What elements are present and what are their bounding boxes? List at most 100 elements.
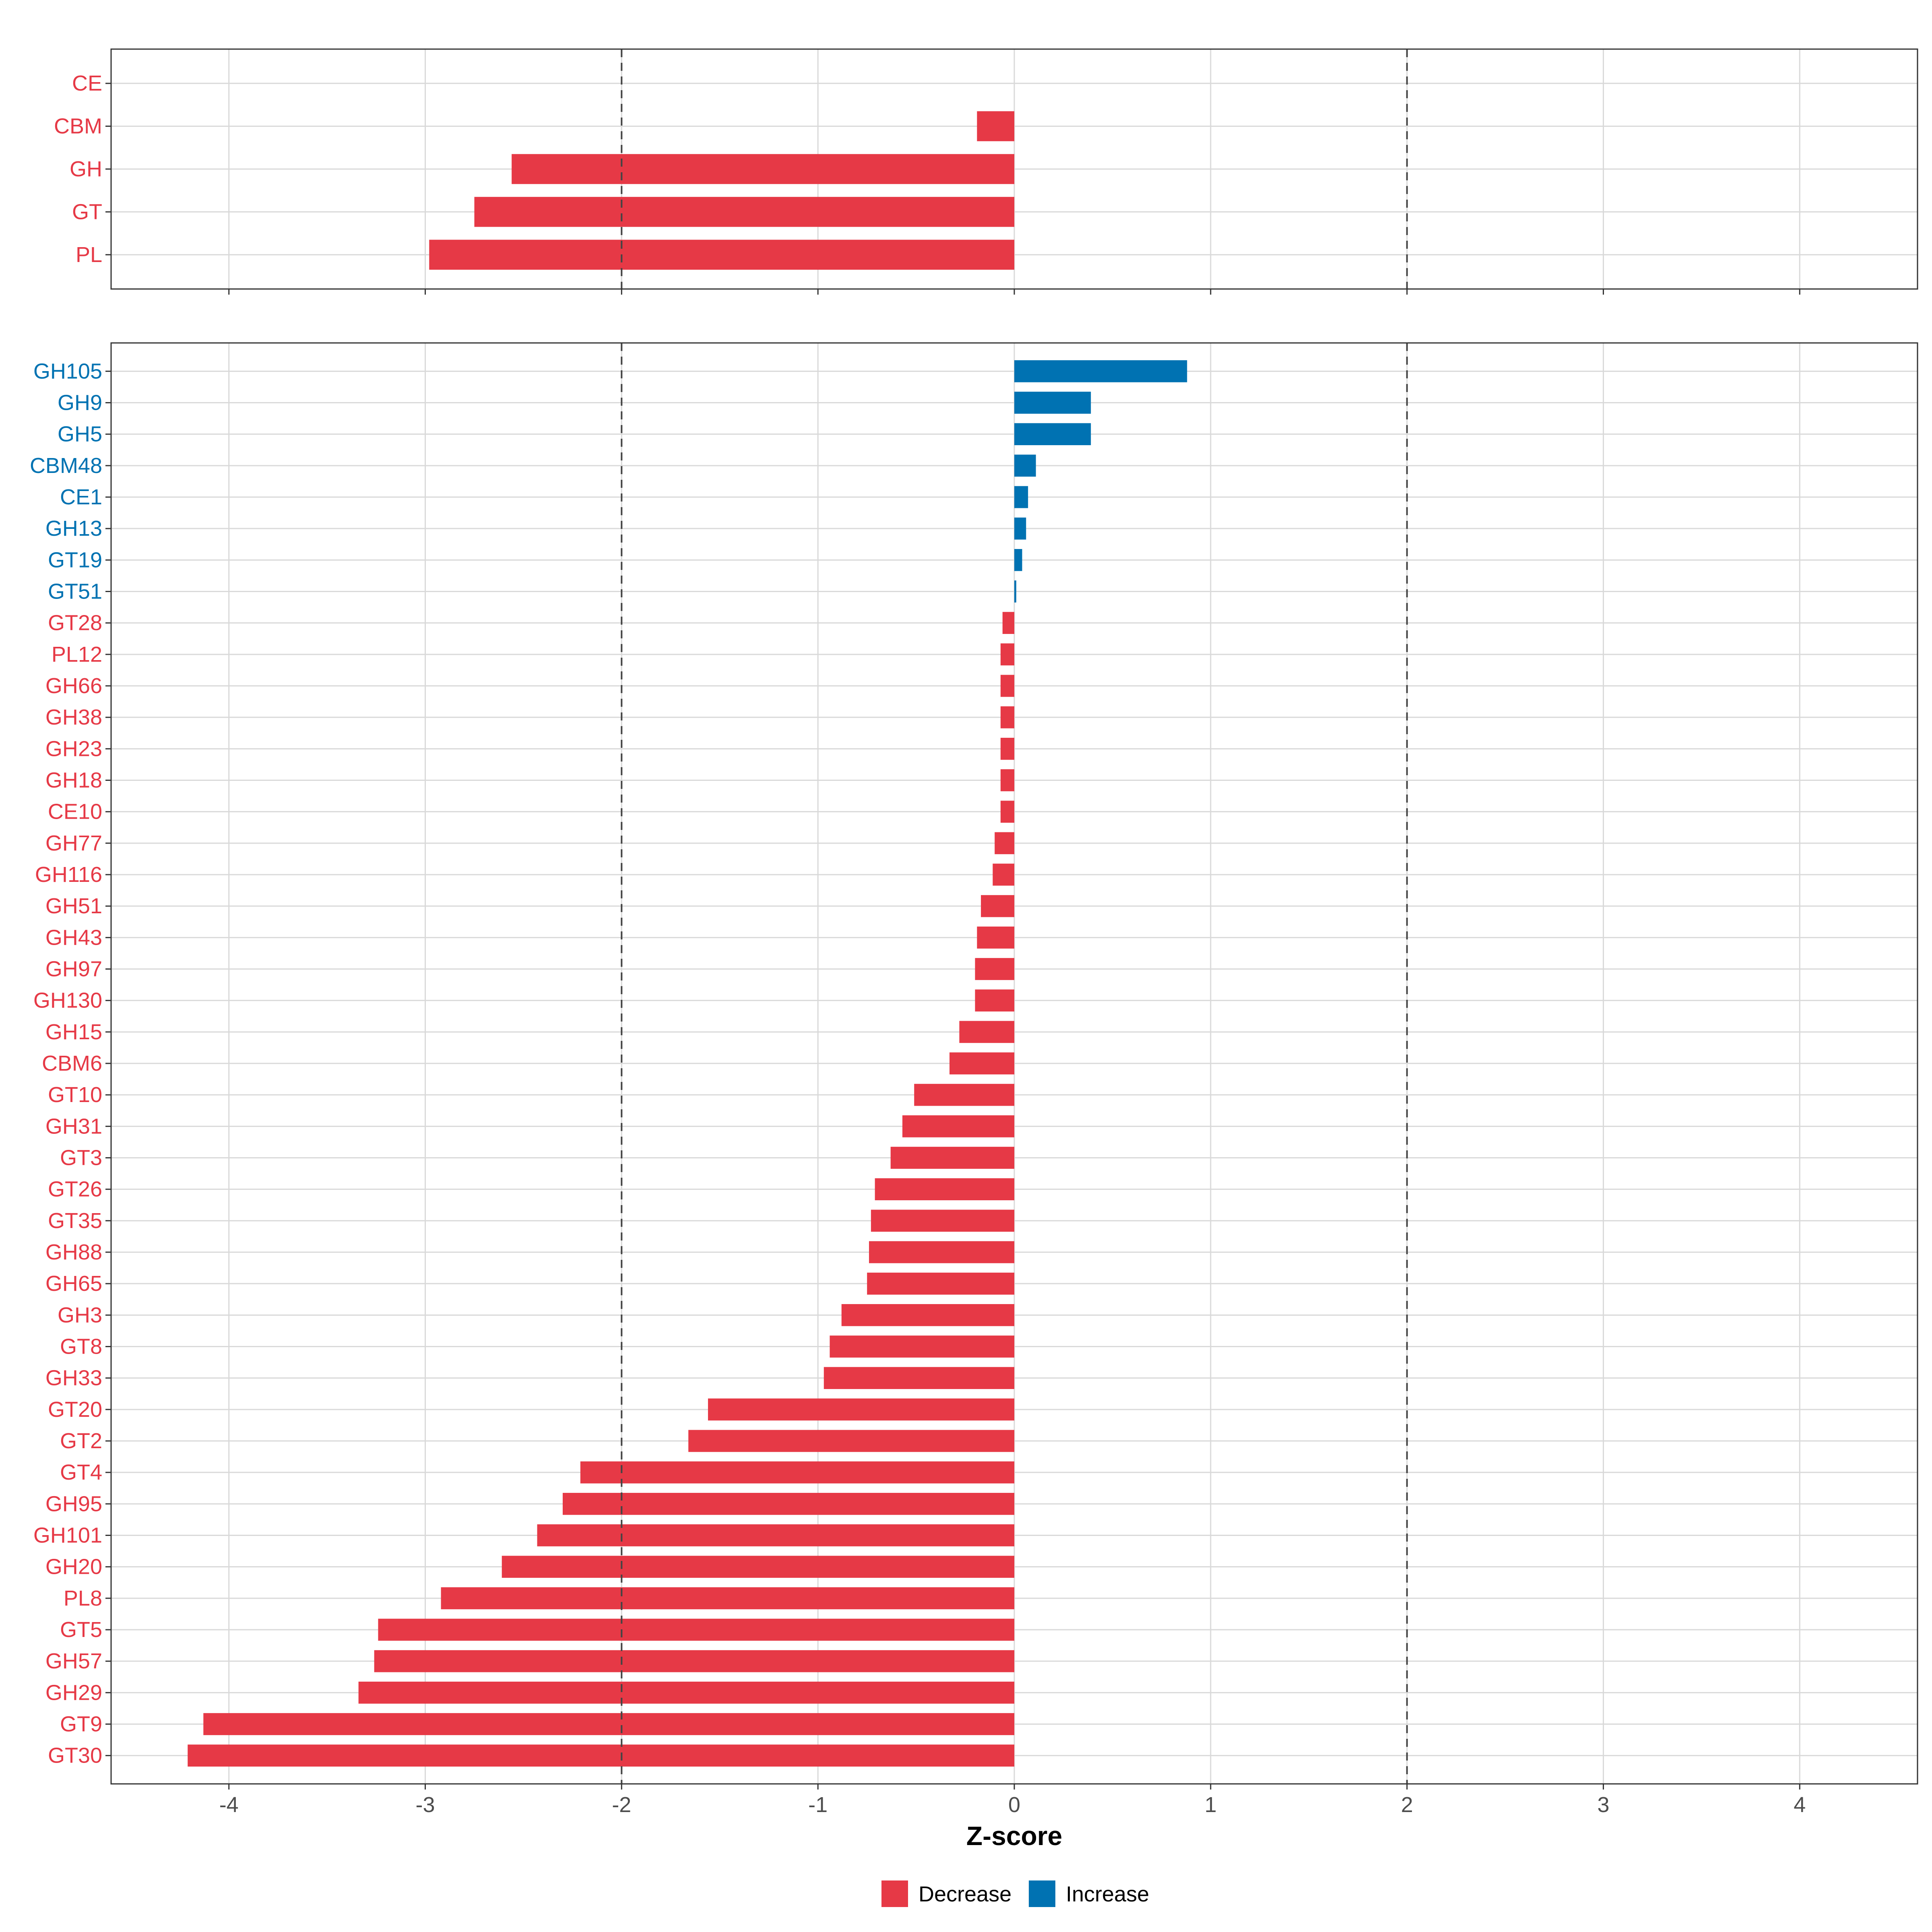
y-tick-label-gh13: GH13 — [45, 516, 102, 541]
bar-gh51 — [981, 895, 1014, 917]
bar-gh20 — [502, 1556, 1014, 1578]
y-tick-label-gt10: GT10 — [48, 1083, 102, 1107]
y-tick-label-gh97: GH97 — [45, 957, 102, 981]
panel-classes: CE CBM GH GT PL — [54, 48, 1918, 295]
bar-gt10 — [914, 1084, 1014, 1106]
x-tick-label: 4 — [1794, 1793, 1806, 1817]
panel-families: GH105 GH9 GH5 CBM48 CE1 GH13 GT19 GT51 GT28 PL12 G… — [30, 342, 1918, 1790]
bar-gh33 — [824, 1367, 1014, 1389]
bar-gh — [512, 154, 1014, 184]
bar-gh130 — [975, 989, 1014, 1012]
y-tick-label-pl8: PL8 — [64, 1586, 102, 1610]
y-tick-label-gh101: GH101 — [33, 1523, 102, 1547]
legend-label-decrease: Decrease — [919, 1882, 1011, 1906]
y-tick-label-cbm: CBM — [54, 114, 102, 138]
bar-gt30 — [188, 1744, 1014, 1767]
y-tick-label-gh116: GH116 — [35, 863, 102, 887]
bar-gt28 — [1002, 612, 1014, 634]
y-tick-label-gh65: GH65 — [45, 1271, 102, 1296]
legend-swatch-decrease — [881, 1880, 908, 1907]
bar-gh15 — [959, 1021, 1014, 1043]
y-tick-label-pl: PL — [76, 243, 102, 267]
y-tick-label-gh18: GH18 — [45, 768, 102, 793]
bar-gh43 — [977, 926, 1014, 949]
y-tick-label-gt9: GT9 — [60, 1712, 102, 1736]
bar-gh57 — [374, 1650, 1014, 1672]
bar-cbm — [977, 111, 1014, 141]
bar-gt51 — [1014, 580, 1016, 603]
y-tick-label-gt: GT — [72, 200, 102, 224]
y-tick-label-gh38: GH38 — [45, 705, 102, 729]
y-tick-label-gh20: GH20 — [45, 1555, 102, 1579]
bar-gh9 — [1014, 392, 1091, 414]
y-tick-label-gh77: GH77 — [45, 831, 102, 855]
x-axis-label: Z-score — [966, 1821, 1062, 1851]
x-tick-label: 2 — [1401, 1793, 1413, 1817]
bar-gh101 — [537, 1524, 1014, 1546]
y-tick-label-gt20: GT20 — [48, 1397, 102, 1422]
y-tick-label-gh33: GH33 — [45, 1366, 102, 1390]
bar-cbm6 — [949, 1052, 1014, 1075]
bar-gh31 — [902, 1115, 1014, 1137]
x-tick-label: 3 — [1597, 1793, 1609, 1817]
y-tick-label-ce1: CE1 — [60, 485, 102, 509]
bar-gt19 — [1014, 549, 1022, 571]
bar-gh18 — [1000, 769, 1014, 791]
x-axis: -4 -3 -2 -1 0 1 2 3 4 — [219, 1793, 1806, 1817]
y-tick-label-gt4: GT4 — [60, 1460, 102, 1484]
bar-gt20 — [708, 1398, 1014, 1421]
bar-gh95 — [563, 1492, 1014, 1515]
x-tick-label: 0 — [1008, 1793, 1020, 1817]
bar-gt — [474, 197, 1014, 227]
bar-gh29 — [358, 1681, 1014, 1704]
y-tick-label-gt5: GT5 — [60, 1618, 102, 1642]
y-tick-label-gh51: GH51 — [45, 894, 102, 918]
x-tick-label: -1 — [808, 1793, 828, 1817]
bar-ce1 — [1014, 486, 1028, 508]
y-tick-label-gt3: GT3 — [60, 1146, 102, 1170]
y-tick-label-gh43: GH43 — [45, 925, 102, 949]
y-tick-label-ce: CE — [72, 71, 102, 95]
bar-gt5 — [378, 1618, 1014, 1641]
bar-gh105 — [1014, 360, 1187, 382]
y-tick-label-gt28: GT28 — [48, 611, 102, 635]
bar-gh65 — [867, 1272, 1014, 1295]
y-tick-label-gh23: GH23 — [45, 737, 102, 761]
bar-gh3 — [841, 1304, 1014, 1326]
legend-swatch-increase — [1029, 1880, 1055, 1907]
y-tick-label-gh3: GH3 — [58, 1303, 102, 1327]
y-tick-label-gt51: GT51 — [48, 580, 102, 604]
legend-label-increase: Increase — [1066, 1882, 1149, 1906]
y-tick-label-cbm6: CBM6 — [42, 1051, 102, 1075]
y-tick-label-ce10: CE10 — [48, 800, 102, 824]
x-tick-label: -3 — [416, 1793, 435, 1817]
y-tick-label-gt2: GT2 — [60, 1429, 102, 1453]
bar-gh23 — [1000, 737, 1014, 760]
y-tick-label-pl12: PL12 — [52, 642, 102, 667]
y-tick-label-gh9: GH9 — [58, 391, 102, 415]
bar-pl8 — [441, 1587, 1014, 1610]
bar-gt26 — [875, 1178, 1014, 1201]
bar-gt9 — [203, 1713, 1014, 1735]
bar-gh66 — [1000, 675, 1014, 697]
bar-pl12 — [1000, 643, 1014, 666]
y-tick-label-gt19: GT19 — [48, 548, 102, 572]
y-tick-label-gt8: GT8 — [60, 1334, 102, 1358]
y-tick-label-gh5: GH5 — [58, 422, 102, 446]
x-tick-label: -4 — [219, 1793, 239, 1817]
y-tick-label-gt35: GT35 — [48, 1209, 102, 1233]
bar-gh88 — [869, 1241, 1014, 1263]
bar-gt35 — [871, 1210, 1014, 1232]
bar-pl — [429, 239, 1014, 270]
bar-gh13 — [1014, 517, 1026, 540]
legend: Decrease Increase — [881, 1880, 1149, 1907]
bar-gh5 — [1014, 423, 1091, 446]
y-tick-label-cbm48: CBM48 — [30, 454, 102, 478]
y-tick-label-gh57: GH57 — [45, 1649, 102, 1673]
bar-gh116 — [993, 863, 1014, 886]
x-tick-label: -2 — [612, 1793, 631, 1817]
y-tick-label-gt26: GT26 — [48, 1177, 102, 1201]
y-tick-label-gh31: GH31 — [45, 1114, 102, 1138]
